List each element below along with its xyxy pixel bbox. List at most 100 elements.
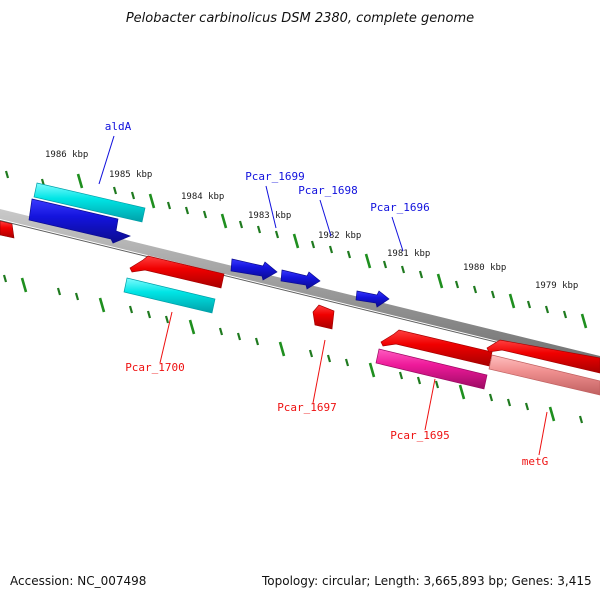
gene-label-Pcar_1695[interactable]: Pcar_1695	[390, 429, 450, 442]
tick-minor	[544, 305, 550, 314]
tick-minor	[472, 285, 478, 294]
tick-minor	[398, 371, 404, 380]
gene-arrow-body	[230, 258, 278, 281]
tick-minor	[236, 332, 242, 341]
ruler-tick-label: 1984 kbp	[181, 192, 224, 202]
leader-line-Pcar_1695	[424, 378, 436, 431]
tick-minor	[328, 245, 334, 254]
tick-minor	[416, 376, 422, 385]
tick-minor	[128, 305, 134, 314]
tick-major	[292, 233, 300, 249]
tick-major	[458, 384, 466, 400]
gene-arrow-body	[28, 198, 131, 244]
tick-major	[98, 297, 106, 313]
tick-major	[368, 362, 376, 378]
gene-bar-body	[33, 182, 146, 223]
ruler-tick-label: 1986 kbp	[45, 150, 88, 160]
gene-feature-Pcar_1699[interactable]	[230, 258, 278, 281]
gene-label-Pcar_1699[interactable]: Pcar_1699	[245, 170, 305, 183]
gene-label-aldA[interactable]: aldA	[105, 120, 132, 133]
tick-minor	[526, 300, 532, 309]
gene-bar-body	[123, 277, 216, 314]
tick-major	[20, 277, 28, 293]
tick-minor	[202, 210, 208, 219]
tick-minor	[130, 191, 136, 200]
gene-feature-Pcar_1697[interactable]	[312, 304, 335, 330]
gene-arrow-body	[129, 255, 225, 289]
tick-minor	[238, 220, 244, 229]
gene-bar-body	[488, 354, 600, 396]
tick-minor	[146, 310, 152, 319]
gene-label-leaders	[98, 135, 548, 456]
gene-arrow-body	[280, 269, 321, 290]
page-title: Pelobacter carbinolicus DSM 2380, comple…	[126, 11, 474, 26]
tick-minor	[308, 349, 314, 358]
tick-minor	[418, 270, 424, 279]
tick-major	[220, 213, 228, 229]
tick-minor	[184, 206, 190, 215]
gene-bar-body	[375, 348, 488, 390]
gene-feature-Pcar_1695[interactable]	[375, 329, 493, 390]
gene-arrow-body	[380, 329, 493, 367]
gene-labels: aldA Pcar_1699 Pcar_1698 Pcar_1696 Pcar_…	[105, 120, 549, 468]
leader-line-Pcar_1697	[312, 339, 326, 404]
leader-line-Pcar_1699	[265, 185, 277, 229]
tick-major	[188, 319, 196, 335]
tick-major	[364, 253, 372, 269]
ruler-tick-label: 1981 kbp	[387, 249, 430, 259]
ruler-labels: 1986 kbp 1985 kbp 1984 kbp 1983 kbp 1982…	[45, 150, 578, 291]
leader-line-Pcar_1696	[391, 216, 404, 252]
tick-minor	[56, 287, 62, 296]
gene-feature-Pcar_1696[interactable]	[355, 290, 390, 308]
tick-major	[548, 406, 556, 422]
gene-label-Pcar_1696[interactable]: Pcar_1696	[370, 201, 430, 214]
tick-major	[148, 193, 156, 209]
gene-feature-metG[interactable]	[486, 339, 600, 396]
gene-feature-Pcar_1700[interactable]	[123, 255, 225, 314]
tick-minor	[2, 274, 8, 283]
gene-label-Pcar_1697[interactable]: Pcar_1697	[277, 401, 337, 414]
tick-minor	[274, 230, 280, 239]
accession-label: Accession: NC_007498	[10, 574, 146, 588]
tick-minor	[112, 186, 118, 195]
tick-minor	[454, 280, 460, 289]
tick-minor	[562, 310, 568, 319]
tick-minor	[218, 327, 224, 336]
gene-label-Pcar_1700[interactable]: Pcar_1700	[125, 361, 185, 374]
tick-minor	[434, 380, 440, 389]
gene-label-Pcar_1698[interactable]: Pcar_1698	[298, 184, 358, 197]
tick-minor	[254, 337, 260, 346]
tick-major	[580, 313, 588, 329]
tick-minor	[74, 292, 80, 301]
tick-minor	[164, 315, 170, 324]
leader-line-Pcar_1698	[319, 199, 332, 237]
genome-summary-label: Topology: circular; Length: 3,665,893 bp…	[261, 574, 592, 588]
tick-minor	[578, 415, 584, 424]
tick-minor	[166, 201, 172, 210]
tick-minor	[4, 170, 10, 179]
tick-minor	[490, 290, 496, 299]
leader-line-metG	[538, 411, 548, 456]
gene-arrow-body	[0, 220, 15, 239]
tick-minor	[344, 358, 350, 367]
gene-feature-aldA[interactable]	[28, 182, 146, 244]
tick-minor	[400, 265, 406, 274]
gene-feature-partial-left[interactable]	[0, 220, 15, 239]
tick-minor	[346, 250, 352, 259]
tick-minor	[524, 402, 530, 411]
ruler-ticks	[2, 170, 588, 424]
ruler-tick-label: 1983 kbp	[248, 211, 291, 221]
tick-major	[436, 273, 444, 289]
gene-arrow-body	[486, 339, 600, 374]
tick-major	[508, 293, 516, 309]
tick-major	[76, 173, 84, 189]
leader-line-Pcar_1700	[159, 311, 173, 364]
backbone-strand	[0, 209, 600, 366]
tick-major	[278, 341, 286, 357]
gene-feature-Pcar_1698[interactable]	[280, 269, 321, 290]
gene-label-metG[interactable]: metG	[522, 455, 549, 468]
tick-minor	[506, 398, 512, 407]
ruler-tick-label: 1980 kbp	[463, 263, 506, 273]
